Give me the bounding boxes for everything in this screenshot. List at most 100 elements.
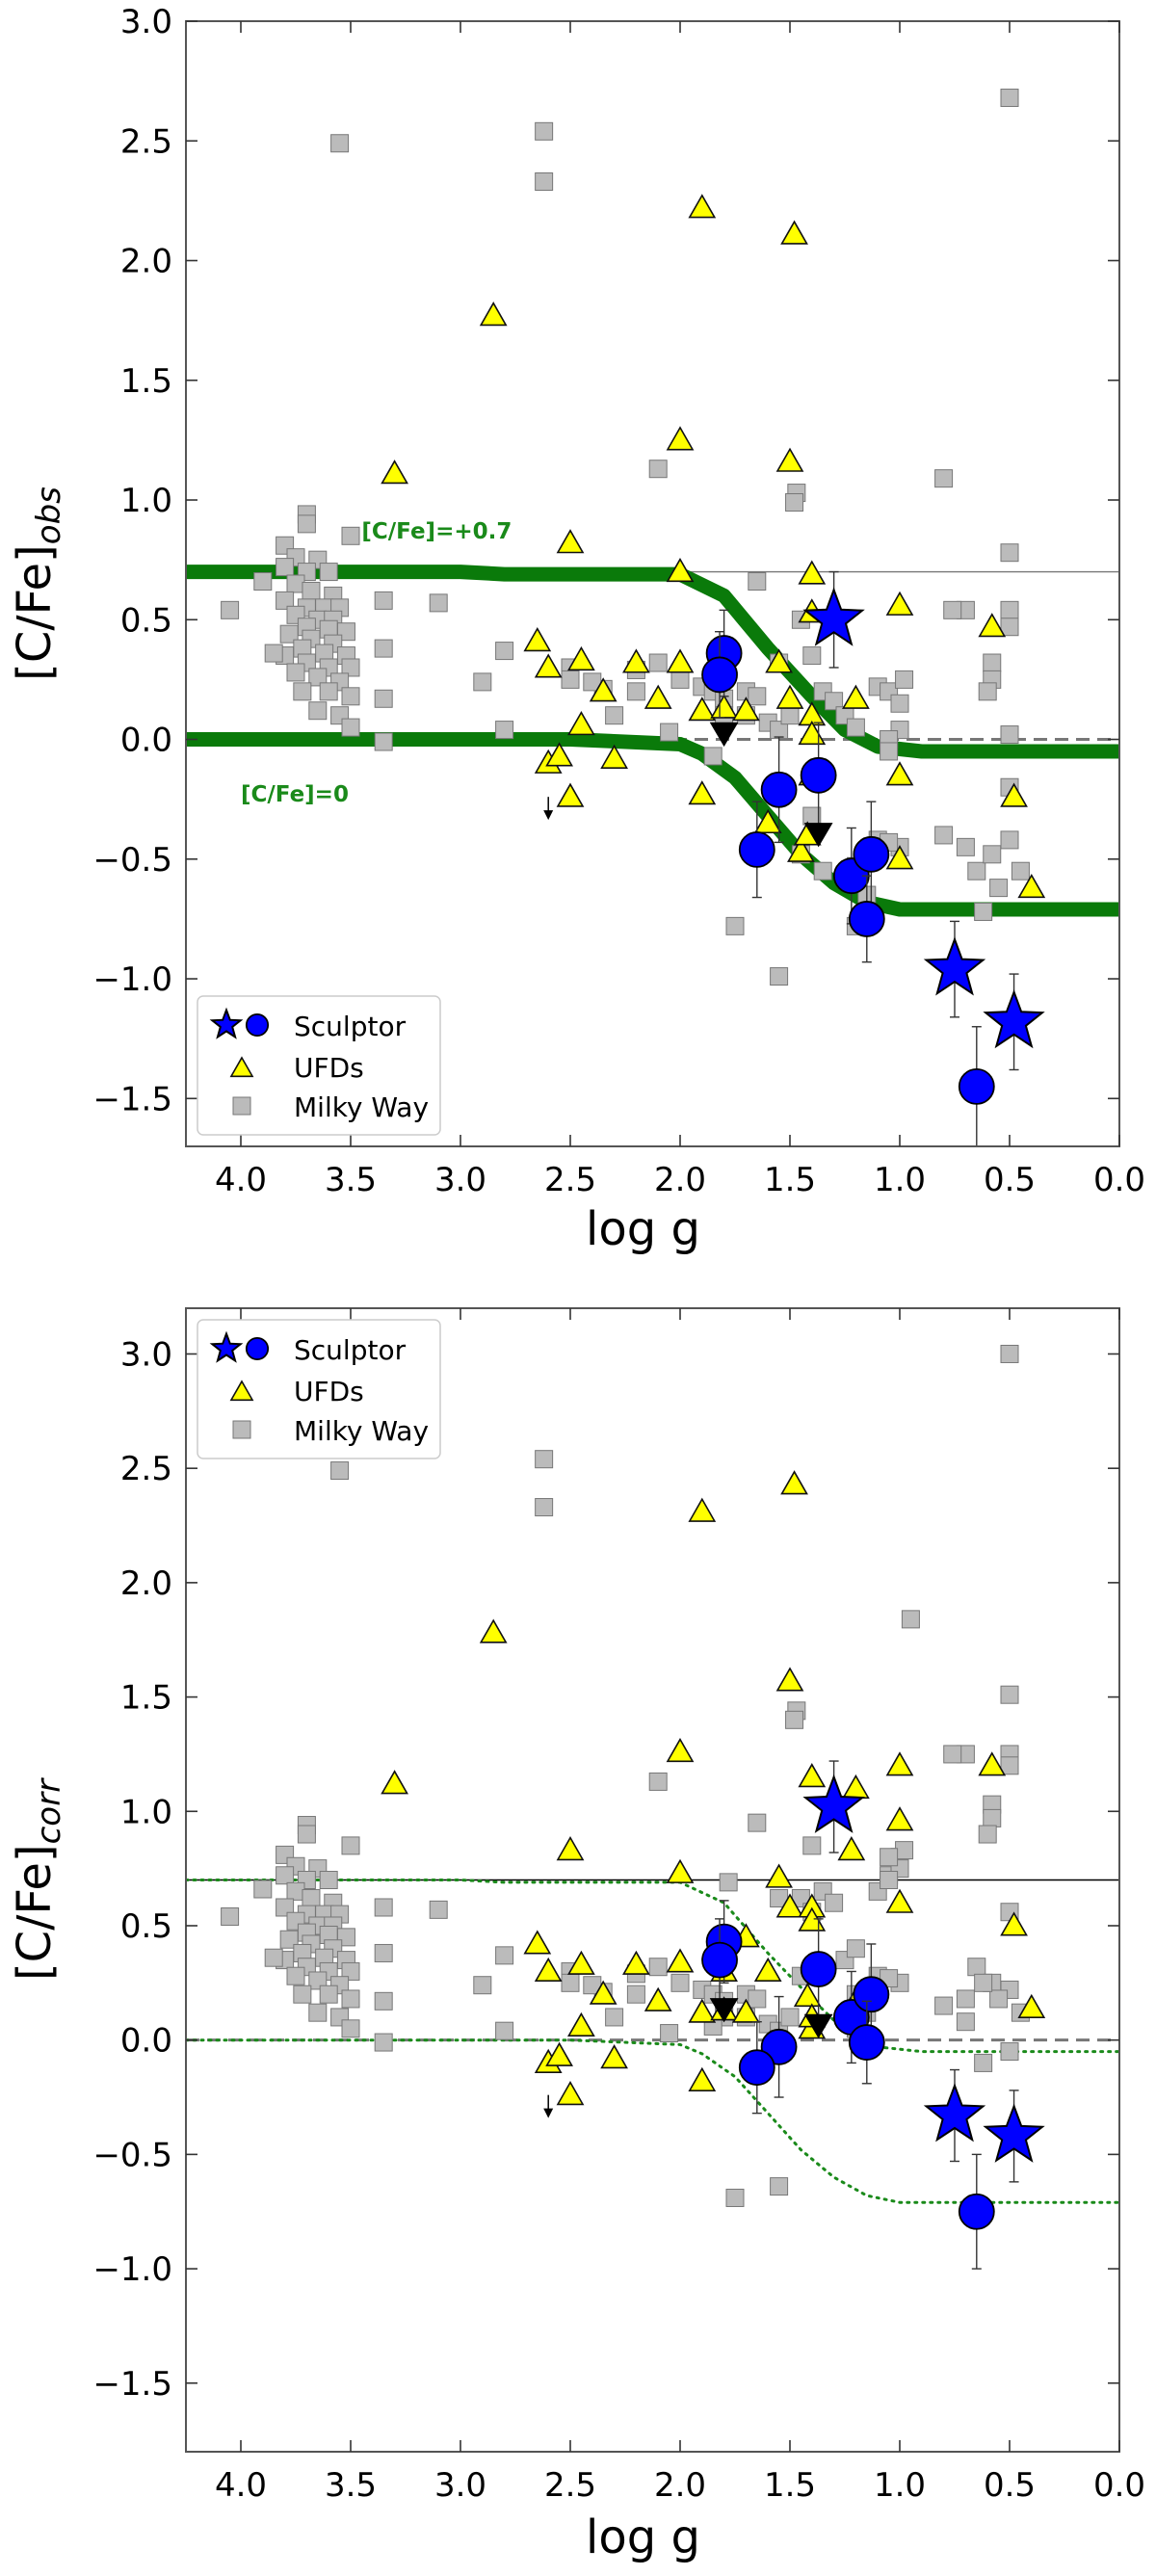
triangle-point (837, 1836, 866, 1861)
square-point (785, 493, 804, 513)
square-point (286, 1881, 305, 1901)
triangle-point (666, 426, 695, 451)
square-point (330, 1461, 350, 1481)
square-point (890, 694, 909, 713)
legend-label-milky-way: Milky Way (294, 1415, 429, 1447)
triangle-point (479, 1618, 508, 1643)
triangle-point (842, 1774, 870, 1800)
down-triangle-point (709, 1998, 739, 2023)
x-tick-label: 0.0 (1093, 1161, 1145, 1199)
triangle-point (978, 1751, 1007, 1776)
square-point (1000, 618, 1019, 637)
circle-point (853, 1976, 890, 2013)
triangle-point (556, 529, 585, 554)
star-point (983, 2103, 1045, 2163)
square-point (725, 916, 745, 935)
model-curve-lower (186, 2038, 1119, 2204)
square-point (286, 574, 305, 593)
square-point (276, 591, 295, 610)
square-point (1000, 1756, 1019, 1775)
y-tick-label: −1.5 (92, 1080, 172, 1118)
square-point (670, 1973, 690, 1992)
square-point (308, 2003, 328, 2022)
square-point (648, 1958, 668, 1977)
plot-frame (185, 20, 1120, 1147)
legend-star-marker (209, 1330, 244, 1363)
triangle-point (666, 1737, 695, 1763)
square-point (374, 639, 393, 658)
triangle-point (732, 697, 760, 722)
triangle-point (753, 1957, 782, 1983)
y-axis-label: [C/Fe]corr (8, 1777, 68, 1981)
square-point (341, 2019, 360, 2038)
square-point (374, 591, 393, 610)
y-tick-label: −0.5 (92, 841, 172, 880)
y-axis-label: [C/Fe]obs (8, 486, 68, 681)
triangle-point (1000, 1911, 1028, 1936)
square-point (974, 902, 993, 921)
square-point (341, 1836, 360, 1855)
legend-label-ufds: UFDs (294, 1376, 364, 1407)
triangle-point (600, 2044, 628, 2069)
square-point (934, 826, 954, 845)
y-tick-label: 0.5 (120, 1907, 172, 1946)
y-tick-label: 0.0 (120, 722, 172, 760)
square-point (943, 1745, 962, 1764)
square-point (330, 134, 350, 153)
y-tick-label: 2.0 (120, 243, 172, 281)
square-point (670, 670, 690, 689)
series-milky-way (221, 1344, 1030, 2207)
y-tick-label: 1.5 (120, 1679, 172, 1718)
x-axis-label: log g (586, 1202, 700, 1256)
star-point (802, 1774, 865, 1833)
square-point (374, 689, 393, 708)
annotation-label: [C/Fe]=0 (241, 782, 349, 807)
triangle-point (523, 627, 552, 652)
y-tick-label: 2.5 (120, 1450, 172, 1488)
square-point (895, 670, 914, 689)
legend-square-marker (232, 1096, 251, 1116)
legend-triangle-marker (229, 1056, 254, 1078)
square-point (1000, 1685, 1019, 1704)
triangle-point (381, 1770, 408, 1795)
triangle-point (793, 1982, 822, 2008)
square-point (989, 879, 1009, 898)
square-point (341, 718, 360, 737)
circle-point (738, 2049, 775, 2087)
triangle-point (644, 684, 672, 709)
square-point (978, 1825, 997, 1844)
square-point (901, 1610, 920, 1629)
x-tick-label: 2.0 (654, 1161, 706, 1199)
square-point (880, 1871, 899, 1889)
y-tick-label: −1.0 (92, 2250, 172, 2289)
square-point (473, 672, 492, 692)
triangle-point (885, 1806, 914, 1831)
triangle-point (688, 1998, 717, 2023)
triangle-point (556, 2081, 585, 2106)
square-point (276, 1898, 295, 1917)
square-point (748, 687, 767, 706)
square-point (276, 558, 295, 577)
legend-label-sculptor: Sculptor (294, 1334, 407, 1366)
y-tick-label: −1.5 (92, 2365, 172, 2404)
square-point (429, 1900, 448, 1919)
square-point (253, 572, 273, 591)
triangle-point (688, 2066, 717, 2091)
square-point (495, 2021, 514, 2040)
model-curve-upper (186, 1879, 1119, 2054)
square-point (967, 1958, 986, 1977)
square-point (495, 1946, 514, 1965)
square-point (880, 742, 899, 761)
triangle-point (688, 194, 717, 219)
square-point (605, 2008, 624, 2027)
square-point (825, 692, 844, 711)
down-triangle-point (803, 823, 833, 848)
triangle-point (885, 761, 914, 786)
triangle-point (381, 460, 408, 485)
down-triangle-point (803, 2013, 833, 2039)
square-point (934, 1996, 954, 2015)
triangle-point (765, 1863, 793, 1888)
plot-frame (185, 1307, 1120, 2453)
square-point (719, 1873, 738, 1892)
triangle-point (780, 1470, 808, 1495)
